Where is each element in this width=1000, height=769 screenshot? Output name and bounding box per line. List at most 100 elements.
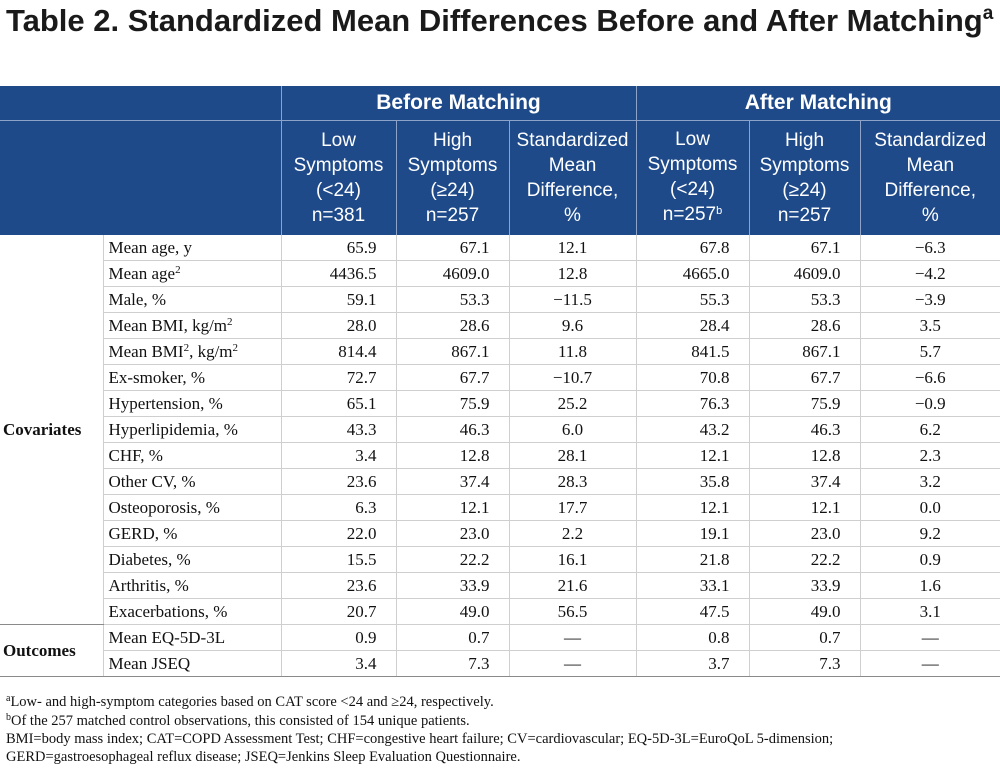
cell-before-high: 23.0	[395, 520, 509, 547]
footnote: aLow- and high-symptom categories based …	[6, 693, 996, 713]
column-header-after-smd: Standardized Mean Difference,%	[859, 120, 1000, 235]
table-row: GERD, % 22.0 23.0 2.2 19.1 23.0 9.2	[0, 520, 1000, 547]
column-header-line: High	[432, 130, 473, 151]
cell-after-low: 35.8	[635, 468, 749, 495]
row-label: Mean age2	[102, 260, 281, 287]
cell-before-low: 6.3	[280, 494, 396, 521]
row-label-text: Mean BMI	[108, 341, 184, 361]
row-label-superscript: 2	[175, 263, 181, 276]
column-header-line: (≥24)	[782, 180, 827, 201]
column-header-line: Symptoms	[759, 155, 850, 176]
footnote-text: GERD=gastroesophageal reflux disease; JS…	[6, 748, 521, 765]
cell-before-low: 28.0	[280, 312, 396, 339]
table-row: Other CV, % 23.6 37.4 28.3 35.8 37.4 3.2	[0, 468, 1000, 495]
cell-before-smd: 16.1	[508, 546, 636, 573]
cell-after-low: 76.3	[635, 390, 749, 417]
cell-after-high: 75.9	[748, 390, 860, 417]
cell-before-low: 814.4	[280, 338, 396, 365]
cell-before-smd: 21.6	[508, 572, 636, 599]
row-label-superscript: 2	[232, 341, 239, 354]
cell-before-high: 33.9	[395, 572, 509, 599]
cell-before-high: 22.2	[395, 546, 509, 573]
cell-before-low: 20.7	[280, 598, 396, 625]
column-header-line: (<24)	[670, 178, 715, 200]
row-label: Diabetes, %	[102, 546, 281, 573]
cell-after-smd: 9.2	[859, 520, 1000, 547]
table-row: Ex-smoker, % 72.7 67.7 −10.7 70.8 67.7 −6.6	[0, 364, 1000, 391]
column-header-line: Low	[321, 130, 356, 151]
cell-after-low: 43.2	[635, 416, 749, 443]
cell-after-low: 21.8	[635, 546, 749, 573]
cell-before-smd: 28.3	[508, 468, 636, 495]
footnote-marker: b	[6, 711, 11, 723]
cell-after-smd: 1.6	[859, 572, 1000, 599]
cell-after-high: 12.1	[748, 494, 860, 521]
cell-before-high: 53.3	[395, 286, 509, 313]
row-label: Other CV, %	[102, 468, 281, 495]
column-header-line: Mean	[906, 155, 955, 176]
cell-before-smd: 28.1	[508, 442, 636, 469]
cell-before-low: 43.3	[280, 416, 396, 443]
footnote-marker: a	[6, 693, 11, 704]
footnote-text: Of the 257 matched control observations,…	[11, 712, 470, 729]
cell-after-smd: 5.7	[859, 338, 1000, 365]
group-header-row: Before Matching After Matching	[0, 86, 1000, 121]
cell-after-high: 867.1	[748, 338, 860, 365]
cell-after-smd: −6.3	[859, 235, 1000, 261]
cell-before-smd: −10.7	[508, 364, 636, 391]
column-header-line: n=257	[662, 203, 717, 225]
cell-after-smd: −3.9	[859, 286, 1000, 313]
cell-after-high: 7.3	[748, 650, 860, 677]
column-header-row: Low Symptoms (<24) n=381 High Symptoms (≥24) n=…	[0, 120, 1000, 235]
cell-after-low: 67.8	[635, 235, 749, 261]
table-row: Mean BMI2, kg/m2 814.4 867.1 11.8 841.5 867.1…	[0, 338, 1000, 365]
row-label-text: Mean JSEQ	[108, 653, 191, 673]
table-title: Table 2. Standardized Mean Differences B…	[6, 3, 996, 42]
cell-before-low: 72.7	[280, 364, 396, 391]
cell-after-low: 70.8	[635, 364, 749, 391]
cell-before-high: 37.4	[395, 468, 509, 495]
row-label-text: Exacerbations, %	[108, 601, 228, 621]
cell-after-high: 23.0	[748, 520, 860, 547]
column-header-line: n=257	[777, 205, 832, 226]
row-label-superscript: 2	[227, 315, 233, 328]
column-header-line: Mean	[548, 155, 597, 176]
cell-after-smd: 3.2	[859, 468, 1000, 495]
row-label: GERD, %	[102, 520, 281, 547]
table-row: Osteoporosis, % 6.3 12.1 17.7 12.1 12.1 0.0	[0, 494, 1000, 521]
cell-after-high: 33.9	[748, 572, 860, 599]
row-label-text: Diabetes, %	[108, 549, 191, 569]
cell-before-high: 12.8	[395, 442, 509, 469]
section-label-outcomes: Outcomes	[0, 624, 103, 677]
row-label: Ex-smoker, %	[102, 364, 281, 391]
cell-after-low: 4665.0	[635, 260, 749, 287]
row-label-text: Arthritis, %	[108, 575, 189, 595]
cell-before-smd: 9.6	[508, 312, 636, 339]
row-label-superscript: 2	[183, 341, 190, 354]
cell-after-smd: —	[859, 650, 1000, 677]
cell-after-smd: −4.2	[859, 260, 1000, 287]
cell-before-smd: —	[508, 624, 636, 651]
column-header-line: Symptoms	[293, 155, 384, 176]
column-header-line: High	[784, 130, 825, 151]
cell-after-high: 12.8	[748, 442, 860, 469]
row-label-suffix: , kg/m	[189, 341, 233, 361]
cell-after-low: 19.1	[635, 520, 749, 547]
footnote: GERD=gastroesophageal reflux disease; JS…	[6, 749, 996, 767]
cell-after-low: 3.7	[635, 650, 749, 677]
row-label: Male, %	[102, 286, 281, 313]
cell-after-low: 33.1	[635, 572, 749, 599]
column-header-line: n=257	[425, 205, 480, 226]
cell-after-high: 37.4	[748, 468, 860, 495]
cell-before-low: 59.1	[280, 286, 396, 313]
cell-after-high: 4609.0	[748, 260, 860, 287]
cell-before-high: 28.6	[395, 312, 509, 339]
cell-after-smd: −6.6	[859, 364, 1000, 391]
cell-before-high: 67.1	[395, 235, 509, 261]
column-header-before-low: Low Symptoms (<24) n=381	[280, 120, 396, 235]
cell-before-low: 0.9	[280, 624, 396, 651]
header-corner-lower	[0, 120, 281, 235]
group-header-after: After Matching	[635, 86, 1000, 121]
table-row: Mean BMI, kg/m2 28.0 28.6 9.6 28.4 28.6 3.5	[0, 312, 1000, 339]
section-label-covariates: Covariates	[0, 235, 103, 625]
